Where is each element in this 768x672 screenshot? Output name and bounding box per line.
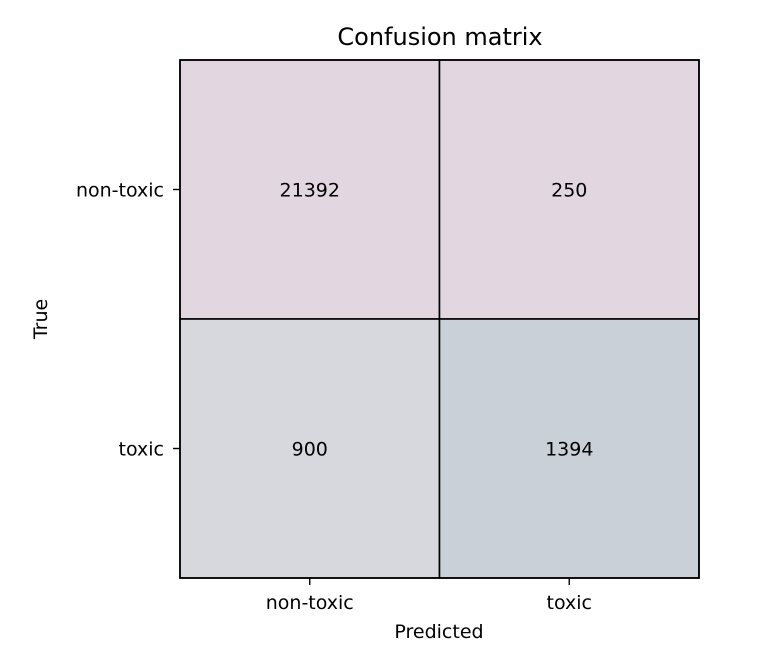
y-axis-ticks: non-toxic toxic — [76, 180, 180, 461]
heatmap-cell-labels: 21392 250 900 1394 — [280, 180, 594, 461]
heatmap-cells — [179, 59, 700, 579]
heatmap-cell — [179, 59, 441, 320]
y-tick-label: toxic — [119, 439, 164, 461]
plot-frame — [179, 59, 700, 579]
cell-value-label: 900 — [292, 439, 328, 461]
cell-value-label: 21392 — [280, 180, 340, 202]
x-tick-label: non-toxic — [266, 592, 354, 614]
heatmap-cell — [179, 318, 441, 579]
cell-value-label: 250 — [551, 180, 587, 202]
cell-value-label: 1394 — [545, 439, 593, 461]
y-tick-label: non-toxic — [76, 180, 164, 202]
heatmap-cell — [438, 59, 700, 320]
chart-title: Confusion matrix — [337, 23, 542, 51]
x-tick-label: toxic — [547, 592, 592, 614]
y-axis-label: True — [30, 299, 52, 340]
x-axis-ticks: non-toxic toxic — [266, 578, 592, 614]
x-axis-label: Predicted — [394, 621, 483, 643]
heatmap-cell — [438, 318, 700, 579]
